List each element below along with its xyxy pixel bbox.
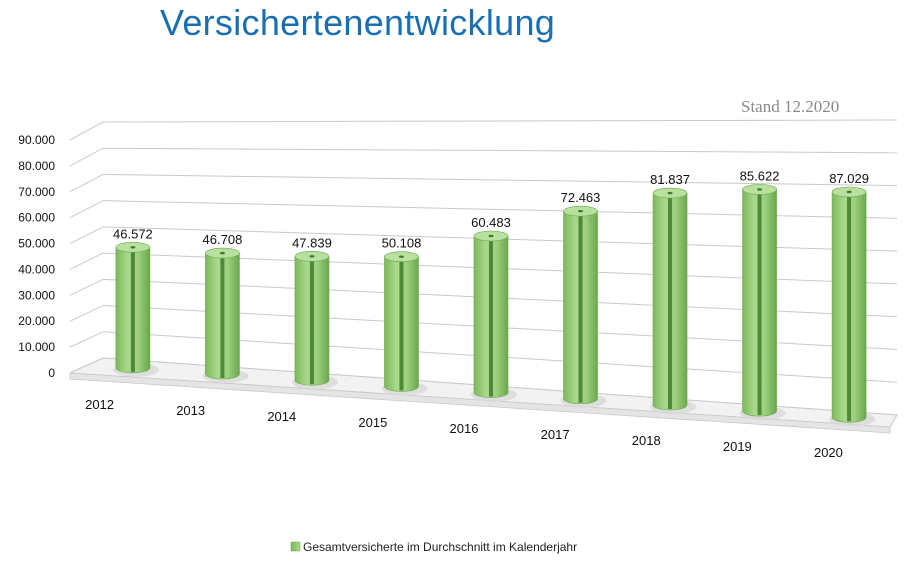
bar-core xyxy=(668,193,673,409)
bar-core xyxy=(489,235,493,397)
x-axis-ticks: 2012 2013 2014 2015 2016 2017 2018 2019 2020 xyxy=(85,397,843,460)
legend: Gesamtversicherte im Durchschnitt im Kal… xyxy=(290,540,577,554)
x-tick-label: 2013 xyxy=(176,403,205,418)
bar-top-core xyxy=(757,188,763,191)
page-title: Versichertenentwicklung xyxy=(160,2,556,43)
x-tick-label: 2017 xyxy=(541,427,570,442)
data-label: 46.708 xyxy=(203,232,243,247)
bar-core xyxy=(578,211,583,403)
y-tick-label: 90.000 xyxy=(18,133,55,147)
data-label: 46.572 xyxy=(113,226,153,241)
grid-side-line xyxy=(69,252,104,270)
bar-top-core xyxy=(219,251,225,255)
y-tick-label: 70.000 xyxy=(18,185,55,199)
grid-side-line xyxy=(69,278,104,296)
grid-side-line xyxy=(69,121,104,141)
grid-side-line xyxy=(69,331,104,348)
x-tick-label: 2016 xyxy=(450,421,479,436)
y-tick-label: 80.000 xyxy=(18,159,55,173)
y-tick-label: 50.000 xyxy=(18,237,55,251)
bars: 46.572 46.708 47.839 50.108 60.483 72.463 81.8… xyxy=(112,168,876,427)
grid-side-line xyxy=(69,226,104,245)
y-tick-label: 40.000 xyxy=(18,262,55,276)
data-label: 81.837 xyxy=(650,172,690,187)
bar: 85.622 xyxy=(739,168,786,421)
bar: 50.108 xyxy=(381,236,428,396)
grid-back-line xyxy=(102,147,898,154)
x-tick-label: 2014 xyxy=(267,409,296,424)
bar: 87.029 xyxy=(829,171,876,427)
bar: 46.708 xyxy=(202,232,249,384)
data-label: 72.463 xyxy=(561,190,601,205)
y-tick-label: 60.000 xyxy=(18,211,55,225)
x-tick-label: 2015 xyxy=(358,415,387,430)
y-tick-label: 10.000 xyxy=(18,340,55,354)
bar: 72.463 xyxy=(560,190,607,408)
data-label: 50.108 xyxy=(382,236,422,251)
bar-core xyxy=(220,253,225,379)
grid-back-line xyxy=(102,173,898,187)
y-tick-label: 30.000 xyxy=(18,288,55,302)
x-tick-label: 2019 xyxy=(723,439,752,454)
bar-top-core xyxy=(488,234,494,238)
y-tick-label: 20.000 xyxy=(18,314,55,328)
bar-top-core xyxy=(130,246,136,249)
bar-top-core xyxy=(398,255,404,258)
data-label: 47.839 xyxy=(292,235,332,250)
stand-date: Stand 12.2020 xyxy=(741,97,840,116)
bar: 60.483 xyxy=(471,215,517,402)
y-tick-label: 0 xyxy=(48,366,55,380)
bar-core xyxy=(130,247,135,372)
bar: 47.839 xyxy=(291,235,338,390)
data-label: 60.483 xyxy=(471,215,511,230)
bar-top-core xyxy=(846,190,852,194)
grid-side-line xyxy=(69,200,104,219)
x-tick-label: 2012 xyxy=(85,397,114,412)
x-tick-label: 2018 xyxy=(632,433,661,448)
x-tick-label: 2020 xyxy=(814,445,843,460)
data-label: 87.029 xyxy=(829,171,869,186)
legend-label: Gesamtversicherte im Durchschnitt im Kal… xyxy=(303,540,577,554)
bar-core xyxy=(847,191,852,422)
grid-side-line xyxy=(69,147,104,167)
bar: 46.572 xyxy=(112,226,159,377)
chart-floor-edge xyxy=(69,372,891,434)
grid-side-line xyxy=(69,174,104,193)
bar-core xyxy=(757,189,762,416)
bar-core xyxy=(399,256,404,391)
bar-top-core xyxy=(578,209,584,213)
y-axis-ticks: 0 10.000 20.000 30.000 40.000 50.000 60.000 70.… xyxy=(18,133,55,380)
grid-back-line xyxy=(102,119,898,123)
bar-top-core xyxy=(667,191,673,195)
data-label: 85.622 xyxy=(740,168,780,183)
bar-top-core xyxy=(309,255,315,258)
grid-side-line xyxy=(69,305,104,322)
bar: 81.837 xyxy=(650,172,697,414)
legend-swatch xyxy=(290,541,301,552)
bar-core xyxy=(309,256,314,385)
